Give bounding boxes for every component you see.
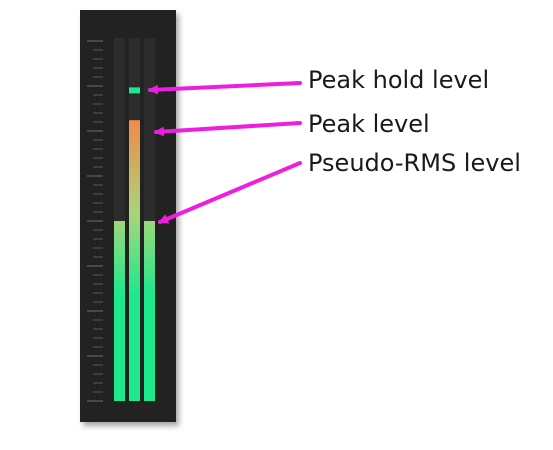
- peak-level-label: Peak level: [308, 110, 430, 138]
- peak-hold-label: Peak hold level: [308, 66, 490, 94]
- meter-scale-ticks: [87, 40, 103, 402]
- meter-panel: [80, 10, 176, 422]
- annotation-arrows: [148, 81, 302, 224]
- level-bar-left-rms: [114, 221, 125, 401]
- level-bar-right-rms: [144, 221, 155, 401]
- rms-level-label: Pseudo-RMS level: [308, 149, 521, 177]
- peak-arrow: [154, 121, 302, 137]
- peak-hold-indicator: [129, 87, 140, 94]
- meter-level-bars: [114, 87, 155, 401]
- channel-track-right-rms: [144, 38, 155, 401]
- rms-arrow: [158, 161, 302, 224]
- level-bar-peak: [129, 120, 140, 401]
- peak-hold-arrow: [148, 81, 302, 95]
- channel-track-left-rms: [114, 38, 125, 401]
